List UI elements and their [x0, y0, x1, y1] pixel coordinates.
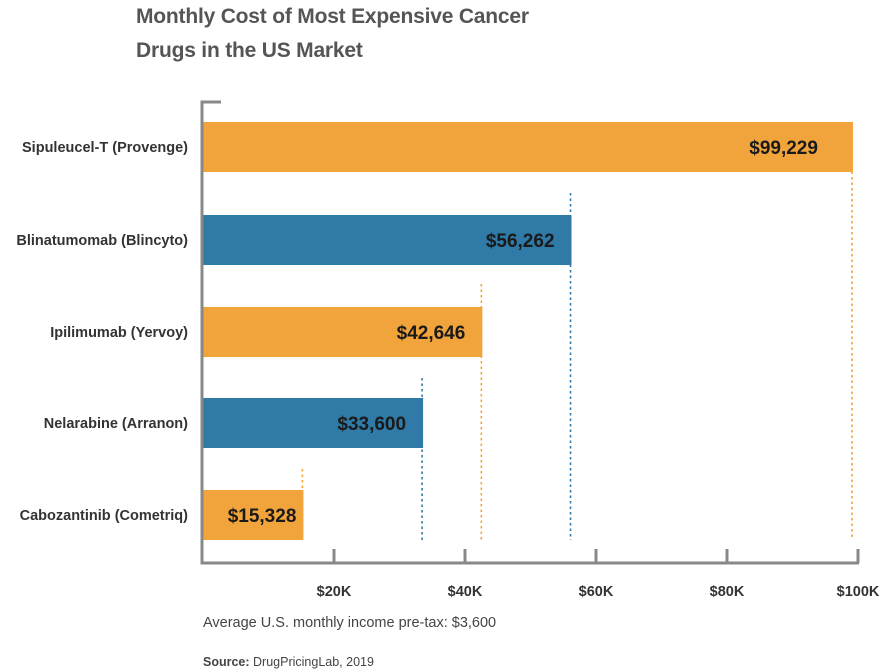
- bar: [203, 398, 424, 448]
- chart-title-line-2: Drugs in the US Market: [136, 39, 363, 62]
- bar: [203, 307, 483, 357]
- value-label: $56,262: [486, 231, 555, 252]
- source-label: Source:: [203, 655, 250, 669]
- value-label: $33,600: [337, 414, 406, 435]
- category-label: Nelarabine (Arranon): [44, 416, 188, 432]
- bar-chart: $99,229 $56,262 $42,646 $33,600 $15,328 Sipul…: [16, 100, 880, 600]
- value-label: $99,229: [749, 138, 818, 159]
- chart-title: Monthly Cost of Most Expensive Cancer Dr…: [136, 0, 696, 68]
- x-tick-label: $80K: [710, 584, 745, 600]
- chart-title-line-1: Monthly Cost of Most Expensive Cancer: [136, 5, 529, 28]
- x-tick-label: $100K: [837, 584, 880, 600]
- x-tick-label: $60K: [579, 584, 614, 600]
- x-tick-label: $20K: [317, 584, 352, 600]
- source-note: Source: DrugPricingLab, 2019: [203, 655, 374, 669]
- category-label: Ipilimumab (Yervoy): [50, 325, 188, 341]
- value-label: $42,646: [397, 323, 466, 344]
- value-label: $15,328: [228, 506, 297, 527]
- category-label: Sipuleucel-T (Provenge): [22, 140, 188, 156]
- x-tick-label: $40K: [448, 584, 483, 600]
- bar: [203, 215, 572, 265]
- axis-line: [200, 100, 859, 565]
- category-label: Blinatumomab (Blincyto): [16, 233, 188, 249]
- bar: [203, 122, 853, 172]
- source-text: DrugPricingLab, 2019: [249, 655, 374, 669]
- bar: [203, 490, 304, 540]
- footnote: Average U.S. monthly income pre-tax: $3,…: [203, 615, 497, 631]
- category-label: Cabozantinib (Cometriq): [20, 508, 189, 524]
